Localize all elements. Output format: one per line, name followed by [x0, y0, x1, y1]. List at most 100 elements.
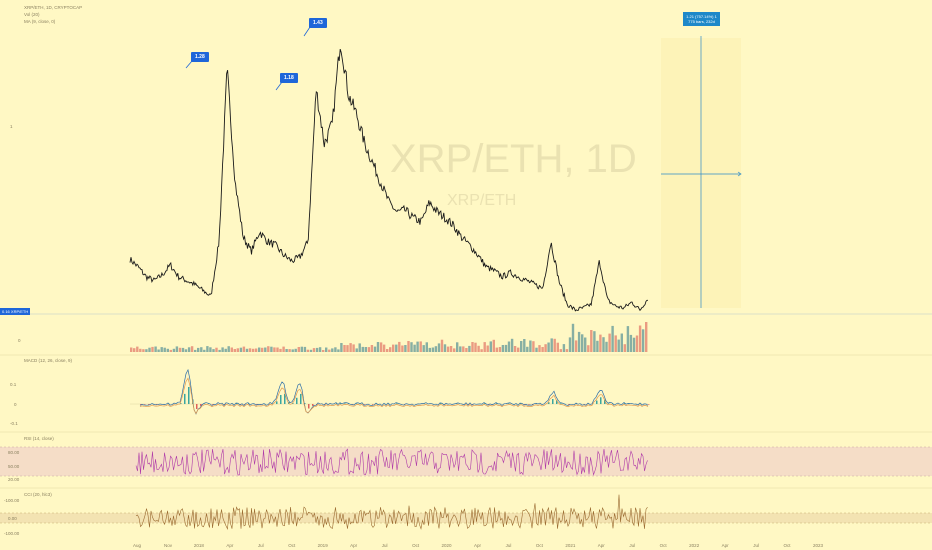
volume-bar — [620, 333, 623, 352]
x-axis-tick-label: Jul — [381, 543, 388, 548]
macd-histogram-bar — [308, 404, 310, 409]
volume-bar — [221, 347, 224, 352]
volume-bar — [529, 340, 532, 352]
volume-bar — [230, 347, 233, 352]
volume-bar — [224, 348, 227, 352]
x-axis-tick-label: Jul — [257, 543, 264, 548]
last-price-symbol: XRP/ETH — [10, 309, 29, 314]
volume-bar — [641, 329, 645, 352]
volume-bar — [300, 346, 303, 352]
volume-bar — [209, 347, 212, 352]
cci-y-tick-top: -100.00 — [4, 498, 20, 503]
macd-histogram-bar — [568, 404, 570, 405]
volume-bar — [227, 346, 230, 352]
volume-bar — [614, 335, 617, 352]
volume-bar — [526, 346, 529, 352]
projection-tool — [661, 36, 742, 308]
volume-bar — [142, 349, 145, 352]
volume-bar — [501, 345, 505, 352]
volume-bar — [148, 347, 151, 352]
macd-y-tick-mid: 0 — [14, 402, 17, 407]
volume-bar — [242, 346, 246, 352]
rsi-y-tick-top: 80.00 — [8, 450, 20, 455]
volume-bar — [212, 349, 215, 352]
price-series — [129, 26, 648, 312]
volume-bar — [386, 349, 389, 352]
volume-bar — [154, 346, 157, 352]
volume-bar — [343, 345, 346, 352]
volume-bar — [584, 337, 587, 352]
volume-bar — [254, 348, 258, 352]
volume-bar — [291, 349, 294, 352]
cci-line — [135, 494, 648, 531]
legend-ma: MA (9, close, 0) — [24, 19, 56, 24]
macd-histogram-bar — [140, 404, 142, 405]
macd-histogram-bar — [292, 402, 294, 404]
volume-bar — [190, 346, 194, 352]
volume-bar — [541, 347, 544, 352]
volume-bar — [373, 346, 377, 352]
volume-bar — [645, 322, 648, 352]
volume-bar — [410, 342, 413, 352]
volume-bar — [401, 345, 404, 352]
volume-bar — [282, 346, 285, 352]
volume-bar — [151, 346, 154, 352]
volume-bar — [510, 338, 514, 352]
macd-histogram-bar — [484, 403, 486, 404]
x-axis-tick-label: 2022 — [689, 543, 700, 548]
macd-histogram-bar — [372, 404, 374, 405]
volume-bar — [422, 345, 425, 352]
macd-histogram-bar — [440, 403, 442, 404]
volume-bar — [547, 342, 550, 352]
volume-bar — [364, 347, 367, 352]
volume-bar — [136, 346, 139, 352]
volume-bar — [632, 337, 636, 352]
x-axis-tick-label: Apr — [721, 543, 729, 548]
volume-bar — [370, 345, 374, 352]
x-axis-tick-label: Jul — [753, 543, 759, 548]
macd-histogram-bar — [604, 399, 606, 404]
volume-bar — [556, 342, 559, 352]
volume-bar — [565, 349, 569, 352]
volume-bar — [139, 348, 142, 352]
macd-signal-line — [139, 377, 649, 415]
volume-y-tick: 0 — [18, 338, 21, 343]
volume-bar — [608, 333, 611, 352]
x-axis-tick-label: 2020 — [441, 543, 452, 548]
volume-bar — [407, 341, 410, 352]
volume-bar — [596, 340, 599, 352]
macd-histogram-bar — [184, 393, 186, 404]
volume-bar — [279, 348, 282, 352]
volume-bar — [599, 334, 602, 352]
volume-bar — [440, 339, 444, 352]
volume-bar — [489, 341, 492, 352]
volume-bar — [425, 342, 428, 352]
volume-bar — [520, 341, 523, 352]
macd-histogram-bar — [276, 401, 278, 404]
volume-bar — [413, 344, 416, 352]
volume-bar — [315, 347, 319, 352]
volume-bar — [251, 348, 255, 352]
volume-bar — [498, 347, 502, 352]
volume-bar — [157, 349, 160, 352]
rsi-y-tick-mid: 50.00 — [8, 464, 20, 469]
volume-bar — [239, 347, 243, 352]
volume-bar — [346, 345, 349, 352]
volume-bar — [218, 349, 221, 352]
x-axis-tick-label: Nov — [163, 543, 173, 548]
volume-bar — [538, 345, 541, 352]
volume-bar — [309, 349, 313, 352]
pane-separators — [0, 313, 932, 489]
volume-bar — [419, 341, 422, 352]
macd-y-tick-bottom: -0.1 — [10, 421, 18, 426]
volume-bar — [203, 349, 206, 352]
volume-bar — [145, 349, 148, 352]
macd-histogram-bar — [180, 403, 182, 404]
volume-bar — [166, 348, 169, 352]
volume-bar — [264, 347, 267, 352]
callout-pointer — [185, 60, 193, 69]
volume-bar — [544, 344, 547, 352]
x-axis-tick-label: 2019 — [317, 543, 328, 548]
macd-histogram-bar — [548, 402, 550, 404]
volume-bars — [130, 322, 648, 352]
